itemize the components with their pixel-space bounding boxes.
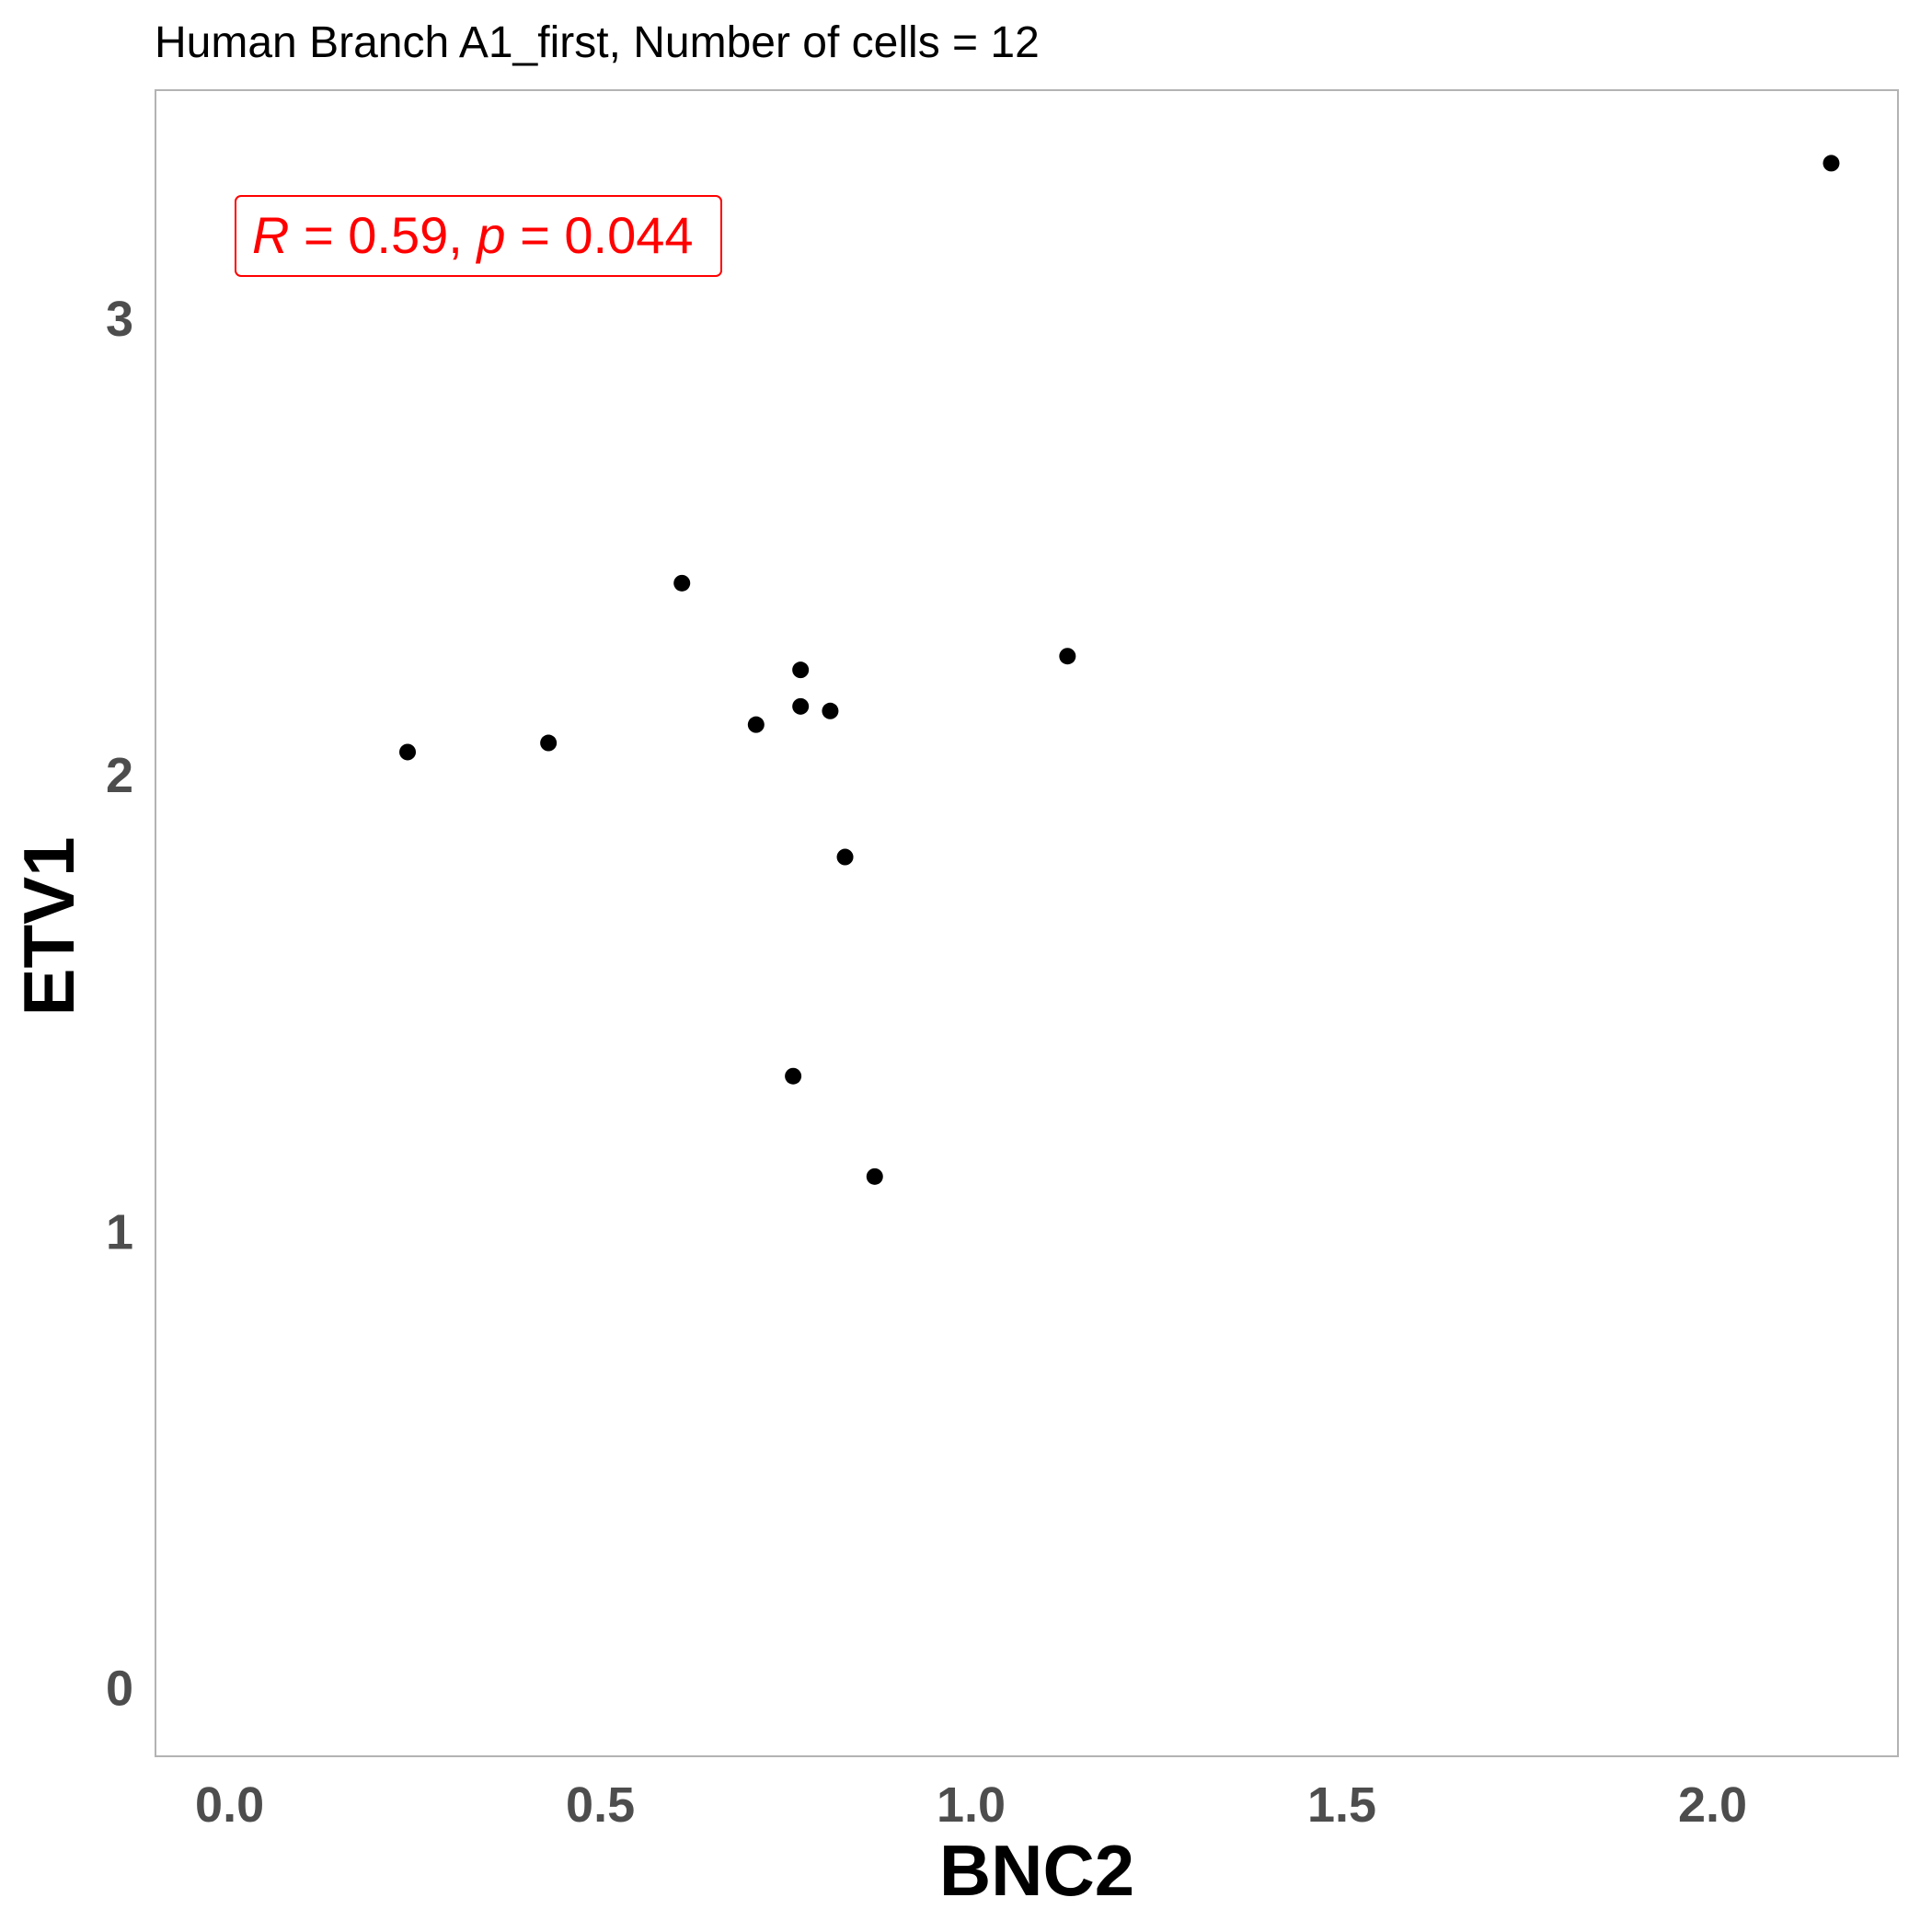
data-point — [866, 1167, 883, 1185]
data-points — [399, 155, 1840, 1185]
r-value: = 0.59, — [304, 206, 463, 264]
data-point — [540, 734, 558, 752]
data-point — [673, 574, 691, 592]
p-value: = 0.044 — [520, 206, 693, 264]
x-tick-label: 0.0 — [195, 1777, 264, 1833]
y-tick-label: 3 — [106, 292, 133, 347]
data-point — [747, 716, 765, 733]
y-tick-label: 0 — [106, 1662, 133, 1717]
x-axis-title: BNC2 — [939, 1830, 1134, 1911]
correlation-annotation: R = 0.59, p = 0.044 — [235, 195, 722, 277]
y-axis-title: ETV1 — [8, 836, 89, 1016]
plot-panel-border — [155, 89, 1899, 1757]
x-tick-label: 0.5 — [566, 1777, 635, 1833]
data-point — [792, 661, 810, 679]
data-point — [822, 702, 839, 719]
y-axis-ticks: 0 1 2 3 — [106, 292, 133, 1716]
data-point — [1059, 648, 1076, 665]
chart-title: Human Branch A1_first, Number of cells =… — [155, 18, 1040, 67]
data-point — [785, 1067, 802, 1085]
p-symbol: p — [475, 206, 505, 264]
annotation-text: R = 0.59, p = 0.044 — [252, 206, 694, 264]
x-tick-label: 2.0 — [1678, 1777, 1747, 1833]
r-symbol: R — [252, 206, 289, 264]
y-tick-label: 2 — [106, 748, 133, 803]
x-axis-ticks: 0.0 0.5 1.0 1.5 2.0 — [195, 1777, 1747, 1833]
x-tick-label: 1.0 — [937, 1777, 1006, 1833]
data-point — [399, 743, 417, 761]
x-tick-label: 1.5 — [1307, 1777, 1376, 1833]
data-point — [792, 697, 810, 715]
data-point — [836, 848, 854, 866]
annotation-box — [235, 195, 722, 277]
data-point — [1823, 155, 1840, 172]
y-tick-label: 1 — [106, 1204, 133, 1259]
